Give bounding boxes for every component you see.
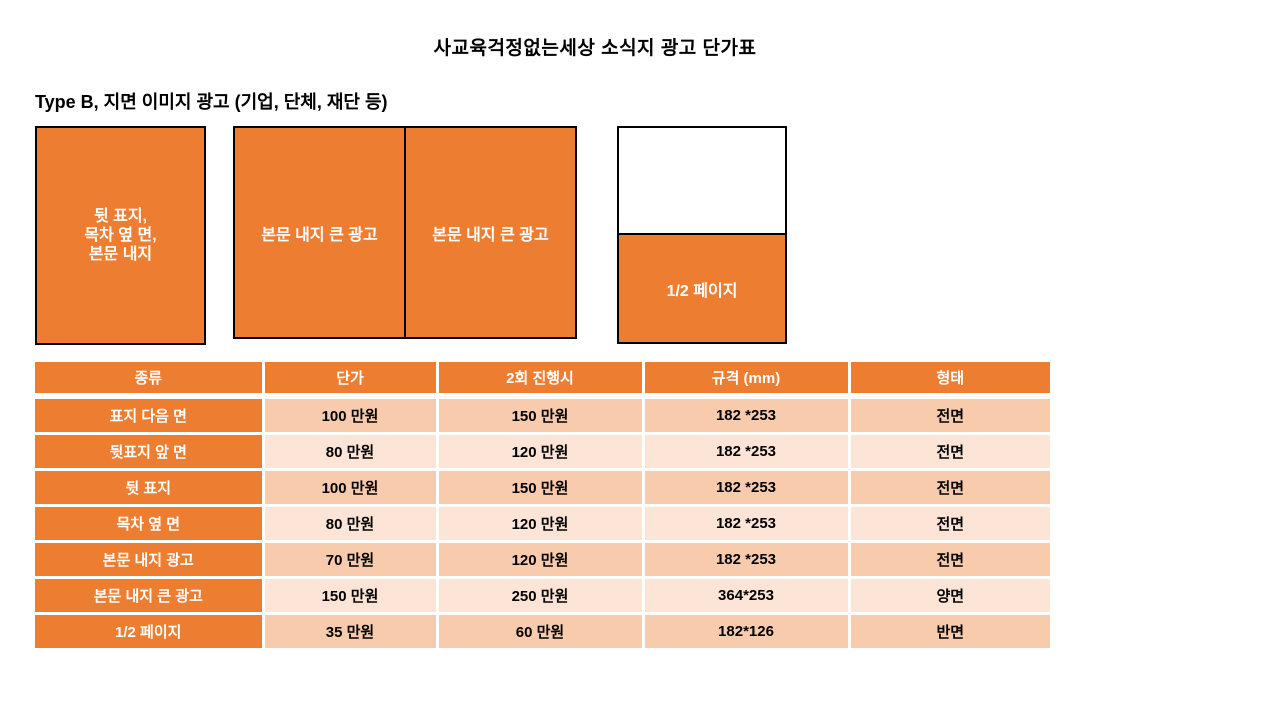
format-cell: 반면: [847, 612, 1050, 648]
header-size: 규격 (mm): [641, 362, 851, 399]
page-title: 사교육걱정없는세상 소식지 광고 단가표: [433, 38, 757, 59]
table-row: 표지 다음 면 100 만원 150 만원 182 *253 전면: [35, 394, 1050, 435]
row-label-cell: 본문 내지 광고: [35, 540, 265, 579]
row-label-cell: 목차 옆 면: [35, 504, 265, 543]
two-runs-cell: 150 만원: [435, 394, 645, 435]
size-cell: 364*253: [641, 576, 851, 615]
header-two-runs: 2회 진행시: [435, 362, 645, 399]
unit-price-cell: 70 만원: [261, 540, 439, 579]
format-cell: 전면: [847, 468, 1050, 507]
table-row: 뒷 표지 100 만원 150 만원 182 *253 전면: [35, 468, 1050, 507]
unit-price-cell: 100 만원: [261, 468, 439, 507]
format-cell: 양면: [847, 576, 1050, 615]
format-cell: 전면: [847, 394, 1050, 435]
half-page-ad-area: 1/2 페이지: [619, 233, 785, 342]
table-row: 본문 내지 큰 광고 150 만원 250 만원 364*253 양면: [35, 576, 1050, 615]
format-cell: 전면: [847, 504, 1050, 543]
header-type: 종류: [35, 362, 265, 399]
two-runs-cell: 120 만원: [435, 432, 645, 471]
price-table: 종류 단가 2회 진행시 규격 (mm) 형태 표지 다음 면 100 만원 1…: [35, 362, 1050, 648]
size-cell: 182 *253: [641, 432, 851, 471]
row-label-cell: 본문 내지 큰 광고: [35, 576, 265, 615]
size-cell: 182 *253: [641, 394, 851, 435]
format-cell: 전면: [847, 540, 1050, 579]
table-row: 뒷표지 앞 면 80 만원 120 만원 182 *253 전면: [35, 432, 1050, 471]
large-ad-spread: 본문 내지 큰 광고 본문 내지 큰 광고: [233, 126, 577, 339]
two-runs-cell: 120 만원: [435, 504, 645, 543]
row-label-cell: 표지 다음 면: [35, 394, 265, 435]
unit-price-cell: 80 만원: [261, 432, 439, 471]
header-unit-price: 단가: [261, 362, 439, 399]
unit-price-cell: 100 만원: [261, 394, 439, 435]
two-runs-cell: 60 만원: [435, 612, 645, 648]
row-label-cell: 1/2 페이지: [35, 612, 265, 648]
unit-price-cell: 80 만원: [261, 504, 439, 543]
two-runs-cell: 250 만원: [435, 576, 645, 615]
table-row: 1/2 페이지 35 만원 60 만원 182*126 반면: [35, 612, 1050, 648]
unit-price-cell: 150 만원: [261, 576, 439, 615]
size-cell: 182 *253: [641, 504, 851, 543]
full-page-ad-line: 뒷 표지,: [93, 208, 148, 225]
large-ad-box-left: 본문 내지 큰 광고: [233, 126, 406, 339]
page-subtitle: Type B, 지면 이미지 광고 (기업, 단체, 재단 등): [35, 92, 388, 112]
two-runs-cell: 150 만원: [435, 468, 645, 507]
full-page-ad-line: 본문 내지: [88, 246, 153, 263]
format-cell: 전면: [847, 432, 1050, 471]
size-cell: 182 *253: [641, 468, 851, 507]
table-header-row: 종류 단가 2회 진행시 규격 (mm) 형태: [35, 362, 1050, 399]
unit-price-cell: 35 만원: [261, 612, 439, 648]
full-page-ad-box: 뒷 표지, 목차 옆 면, 본문 내지: [35, 126, 206, 345]
half-page-ad-box: 1/2 페이지: [617, 126, 787, 344]
row-label-cell: 뒷표지 앞 면: [35, 432, 265, 471]
table-row: 본문 내지 광고 70 만원 120 만원 182 *253 전면: [35, 540, 1050, 579]
two-runs-cell: 120 만원: [435, 540, 645, 579]
size-cell: 182 *253: [641, 540, 851, 579]
header-format: 형태: [847, 362, 1050, 399]
large-ad-box-right: 본문 내지 큰 광고: [404, 126, 577, 339]
size-cell: 182*126: [641, 612, 851, 648]
half-page-blank-area: [619, 128, 785, 233]
table-row: 목차 옆 면 80 만원 120 만원 182 *253 전면: [35, 504, 1050, 543]
full-page-ad-line: 목차 옆 면,: [84, 227, 157, 244]
row-label-cell: 뒷 표지: [35, 468, 265, 507]
